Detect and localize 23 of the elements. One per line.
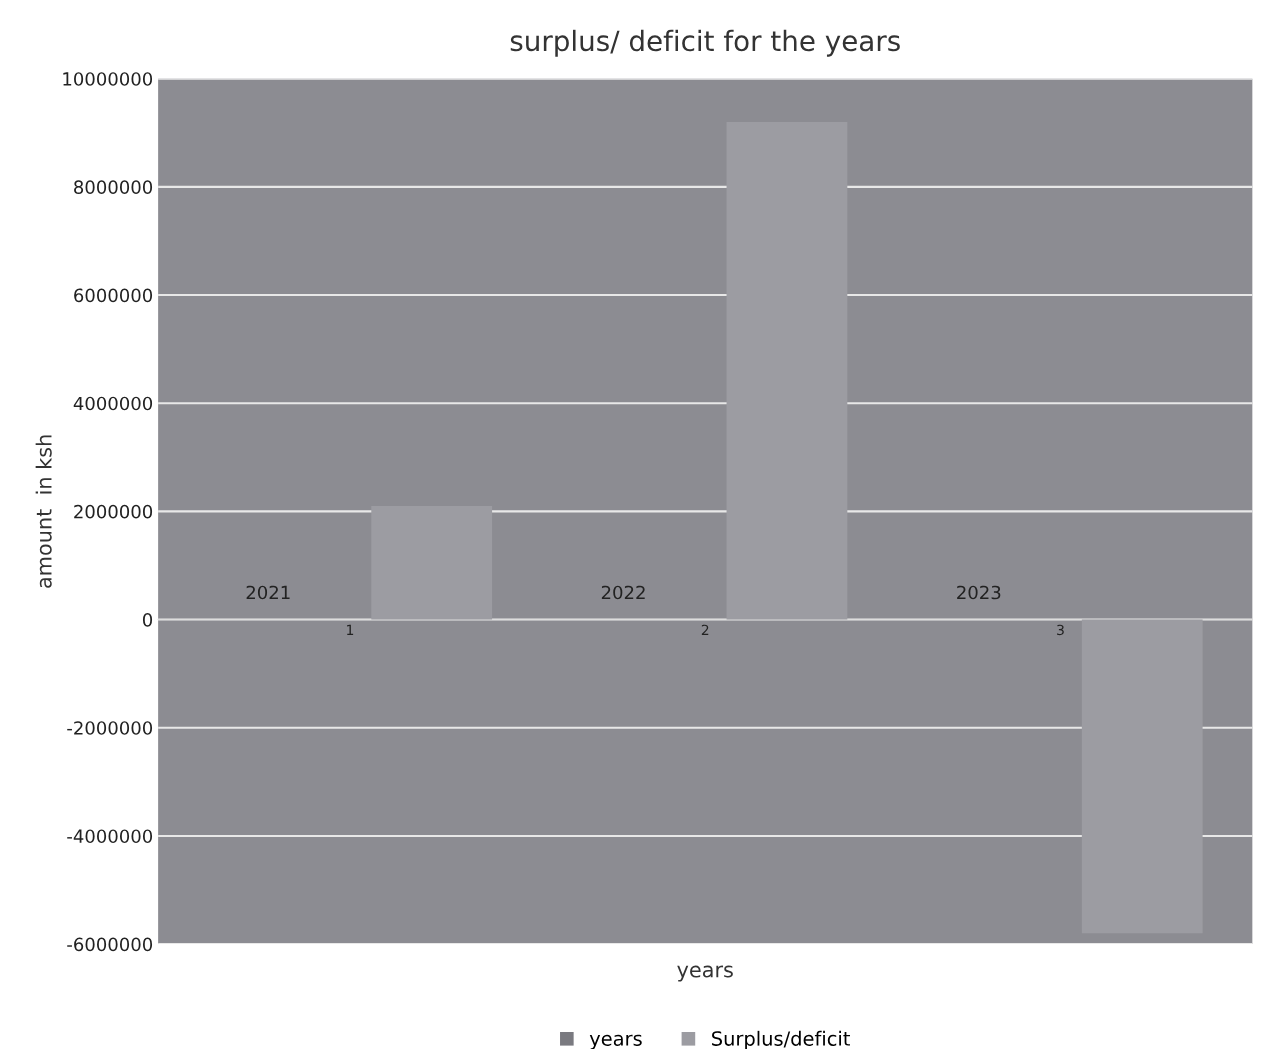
y-tick-label: 6000000	[74, 288, 153, 303]
bar	[371, 505, 493, 620]
data-label: 2022	[601, 585, 645, 600]
legend-label: Surplus/deficit	[712, 1030, 850, 1049]
y-tick-label: -2000000	[67, 721, 153, 735]
y-tick-label: -4000000	[67, 829, 153, 844]
y-tick-label: 4000000	[73, 396, 153, 411]
bar	[1081, 619, 1203, 934]
y-tick-label: 2000000	[74, 504, 153, 519]
legend-label: years	[589, 1034, 642, 1049]
y-tick-label: 10000000	[63, 72, 153, 86]
y-axis-title: amount in ksh	[35, 435, 52, 588]
data-label: 2021	[246, 585, 290, 600]
y-tick-label: 8000000	[74, 180, 153, 194]
x-tick-label: 3	[1057, 624, 1064, 636]
data-label: 2023	[957, 585, 1001, 600]
x-tick-label: 2	[701, 624, 709, 635]
x-axis-title: years	[677, 965, 733, 982]
y-tick-label: 0	[142, 613, 153, 627]
y-tick-label: -6000000	[67, 937, 153, 952]
x-tick-label: 1	[347, 624, 354, 635]
bar	[726, 121, 848, 620]
chart-title: surplus/ deficit for the years	[510, 29, 900, 57]
